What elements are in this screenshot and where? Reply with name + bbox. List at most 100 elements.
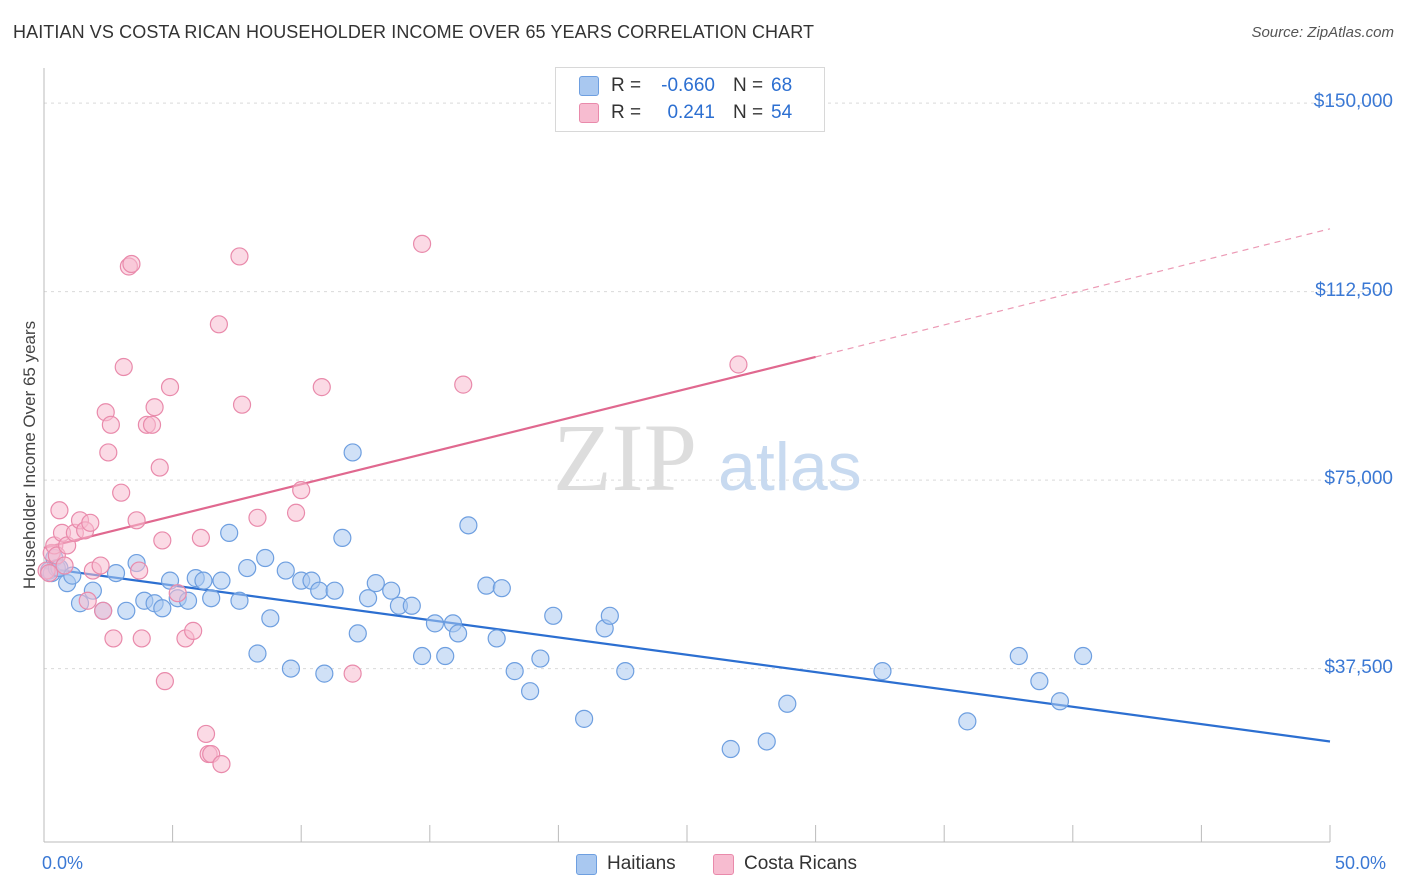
data-point (778, 694, 797, 713)
legend-r-value: 0.241 (667, 102, 715, 123)
data-point (91, 556, 110, 575)
data-point (310, 581, 329, 600)
data-point (130, 561, 149, 580)
data-point (155, 672, 174, 691)
legend-swatch-costa-ricans (713, 853, 734, 875)
data-point (209, 315, 228, 334)
data-point (230, 247, 249, 266)
data-point (184, 621, 203, 640)
data-point (168, 584, 187, 603)
y-tick-label: $75,000 (1324, 468, 1393, 490)
data-point (333, 528, 352, 548)
data-point (212, 754, 231, 774)
data-point (382, 581, 401, 600)
legend-swatch-haitians (579, 76, 599, 96)
trend-line-costa-ricans (43, 355, 816, 550)
data-point (348, 624, 367, 643)
data-point (196, 724, 216, 744)
data-point (160, 378, 180, 397)
data-point (153, 599, 172, 618)
data-point (325, 581, 344, 600)
y-tick-label: $37,500 (1324, 656, 1393, 678)
legend-n-label: N = (733, 75, 764, 96)
data-point (142, 415, 162, 434)
data-point (122, 254, 141, 274)
data-point (1050, 692, 1070, 711)
data-point (50, 501, 69, 520)
trend-line-costa-ricans-projection (815, 228, 1331, 358)
legend-swatch-costa-ricans (579, 103, 599, 123)
watermark: ZIP atlas (553, 404, 862, 511)
series-legend-haitians[interactable]: Haitians (576, 852, 676, 876)
data-point (261, 609, 280, 628)
data-point (99, 443, 118, 462)
legend-r-label: R = (611, 102, 642, 123)
data-point (150, 458, 169, 477)
data-point (454, 375, 473, 394)
data-point (412, 234, 432, 253)
data-point (492, 579, 511, 598)
data-point (55, 556, 74, 575)
y-axis-label: Householder Income Over 65 years (20, 320, 39, 590)
data-point (1030, 672, 1049, 691)
y-tick-label: $112,500 (1315, 279, 1393, 301)
data-point (232, 395, 252, 414)
grid-lines (44, 102, 1395, 670)
series-costa-ricans (37, 234, 748, 774)
data-point (487, 629, 506, 648)
data-point (448, 624, 468, 643)
legend-swatch-haitians (576, 853, 597, 875)
data-point (112, 483, 131, 502)
data-point (616, 662, 635, 681)
legend-label-haitians: Haitians (607, 853, 676, 874)
data-point (315, 664, 334, 683)
watermark-atlas: atlas (718, 429, 862, 505)
data-point (281, 659, 301, 678)
legend-n-value: 68 (771, 75, 793, 96)
data-point (1073, 646, 1093, 666)
data-point (531, 649, 550, 668)
legend-n-value: 54 (771, 102, 793, 123)
data-point (153, 531, 172, 550)
data-point (230, 591, 249, 610)
data-point (194, 571, 213, 590)
data-point (575, 709, 594, 728)
data-point (286, 503, 306, 522)
legend-n-label: N = (733, 102, 764, 123)
data-point (459, 516, 478, 535)
data-point (248, 644, 267, 663)
data-point (436, 646, 455, 666)
data-point (40, 563, 59, 583)
data-point (312, 378, 331, 397)
source-label: Source: ZipAtlas.com (1251, 24, 1394, 41)
series-legend-costa-ricans[interactable]: Costa Ricans (713, 852, 857, 876)
data-points (37, 234, 1093, 774)
axes (43, 68, 1331, 843)
data-point (600, 606, 619, 625)
data-point (78, 591, 97, 610)
data-point (402, 596, 421, 615)
data-point (425, 614, 445, 633)
data-point (521, 682, 540, 701)
data-point (358, 589, 378, 608)
data-point (191, 528, 210, 548)
legend-label-costa-ricans: Costa Ricans (744, 853, 857, 874)
data-point (721, 739, 740, 759)
legend-r-value: -0.660 (661, 75, 715, 96)
trend-lines (43, 228, 1331, 743)
y-tick-label: $150,000 (1313, 91, 1393, 113)
chart-title: HAITIAN VS COSTA RICAN HOUSEHOLDER INCOM… (13, 22, 815, 42)
legend-row-costa-ricans: R = 0.241 N = 54 (579, 99, 792, 127)
data-point (127, 511, 146, 530)
data-point (276, 561, 295, 580)
data-point (477, 576, 496, 595)
legend-row-haitians: R = -0.660 N = 68 (579, 72, 792, 100)
x-tick-label-max: 50.0% (1335, 853, 1387, 873)
data-point (202, 589, 221, 608)
x-tick-label-min: 0.0% (42, 853, 84, 873)
watermark-zip: ZIP (553, 404, 697, 511)
data-point (958, 712, 977, 731)
data-point (1009, 646, 1028, 666)
data-point (343, 443, 362, 462)
